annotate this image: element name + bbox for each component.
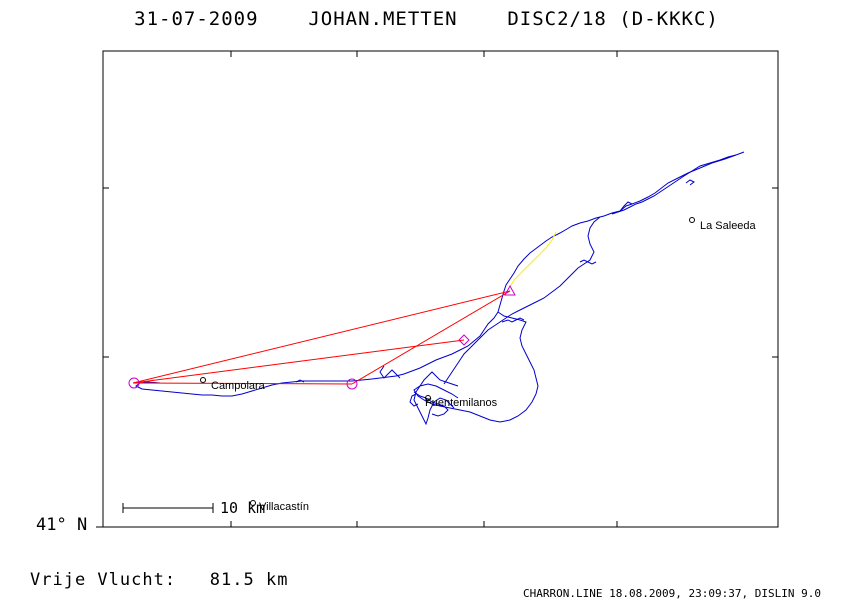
turnpoint-2 bbox=[504, 284, 516, 296]
climb-segment bbox=[509, 231, 557, 288]
axis-ticks bbox=[96, 51, 778, 528]
turnpoints bbox=[128, 284, 516, 390]
place-marker-campolara bbox=[200, 377, 206, 383]
footer-info: CHARRON.LINE 18.08.2009, 23:09:37, DISLI… bbox=[522, 587, 821, 600]
task-lines bbox=[132, 290, 511, 385]
flight-date: 31-07-2009 bbox=[134, 8, 259, 30]
place-marker-fuentemilanos bbox=[425, 395, 431, 401]
flight-track bbox=[135, 151, 745, 426]
distance-value: 81.5 km bbox=[209, 570, 289, 590]
glider-id: DISC2/18 (D-KKKC) bbox=[507, 8, 719, 30]
page-title: 31-07-2009 JOHAN.METTEN DISC2/18 (D-KKKC… bbox=[0, 8, 853, 30]
place-markers bbox=[200, 217, 695, 506]
latitude-label: 41° N bbox=[36, 515, 88, 535]
place-label-campolara: Campolara bbox=[211, 380, 266, 392]
distance-summary: Vrije Vlucht: 81.5 km bbox=[30, 570, 288, 590]
scale-bar-label: 10 km bbox=[220, 499, 265, 517]
pilot-name: JOHAN.METTEN bbox=[308, 8, 458, 30]
turnpoint-3 bbox=[458, 334, 470, 346]
place-marker-villacastin bbox=[250, 500, 256, 506]
turnpoint-1 bbox=[346, 378, 358, 390]
place-label-villacastin: Villacastín bbox=[259, 501, 309, 513]
start-point bbox=[128, 377, 140, 389]
place-label-la-saleeda: La Saleeda bbox=[700, 220, 757, 232]
distance-label: Vrije Vlucht: bbox=[30, 570, 177, 590]
map-frame bbox=[102, 50, 779, 528]
place-marker-la-saleeda bbox=[689, 217, 695, 223]
place-label-fuentemilanos: Fuentemilanos bbox=[425, 397, 498, 409]
scale-bar bbox=[122, 503, 214, 513]
